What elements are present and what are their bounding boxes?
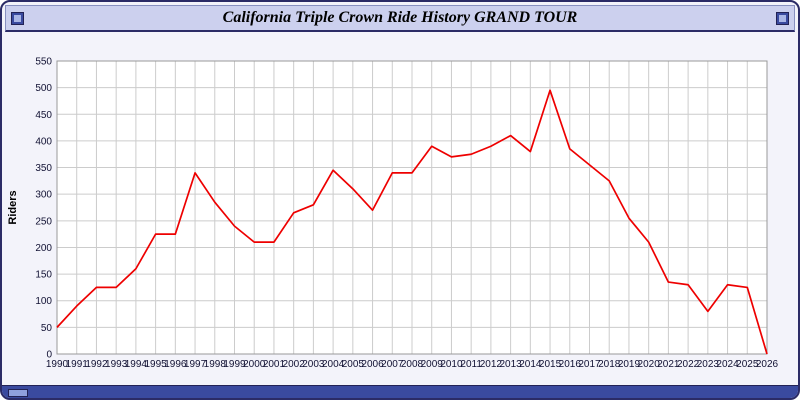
svg-text:2013: 2013: [499, 359, 522, 370]
svg-text:100: 100: [35, 296, 52, 307]
svg-text:2017: 2017: [578, 359, 601, 370]
svg-text:2006: 2006: [361, 359, 384, 370]
svg-text:250: 250: [35, 216, 52, 227]
svg-text:0: 0: [46, 350, 52, 361]
svg-text:2004: 2004: [322, 359, 345, 370]
svg-text:2008: 2008: [401, 359, 424, 370]
svg-text:550: 550: [35, 57, 52, 68]
riders-line-series: [56, 89, 768, 355]
title-bar: California Triple Crown Ride History GRA…: [5, 5, 795, 32]
y-axis-title: Riders: [7, 190, 19, 224]
svg-text:2016: 2016: [559, 359, 582, 370]
svg-text:2024: 2024: [716, 359, 739, 370]
svg-text:2000: 2000: [243, 359, 266, 370]
corner-box-right-icon: [776, 12, 789, 25]
svg-text:2009: 2009: [421, 359, 444, 370]
x-tick-labels: 1990199119921993199419951996199719981999…: [46, 359, 779, 370]
svg-text:350: 350: [35, 163, 52, 174]
svg-text:2001: 2001: [263, 359, 286, 370]
svg-text:2012: 2012: [480, 359, 503, 370]
svg-text:2018: 2018: [598, 359, 621, 370]
svg-text:2019: 2019: [618, 359, 641, 370]
svg-text:1996: 1996: [164, 359, 187, 370]
svg-text:400: 400: [35, 136, 52, 147]
svg-text:1995: 1995: [144, 359, 167, 370]
svg-text:500: 500: [35, 83, 52, 94]
svg-text:1992: 1992: [85, 359, 108, 370]
chart-title: California Triple Crown Ride History GRA…: [222, 9, 578, 26]
line-chart: 0501001502002503003504004505005501990199…: [7, 57, 779, 371]
svg-text:2022: 2022: [677, 359, 700, 370]
svg-text:2015: 2015: [539, 359, 562, 370]
gridlines: [56, 60, 768, 355]
svg-text:1991: 1991: [66, 359, 89, 370]
svg-text:2003: 2003: [302, 359, 325, 370]
corner-box-left-icon: [11, 12, 24, 25]
plot-border: [56, 60, 768, 355]
bottom-bar-chip: [8, 389, 28, 397]
svg-text:2023: 2023: [697, 359, 720, 370]
svg-text:2010: 2010: [440, 359, 463, 370]
svg-text:450: 450: [35, 110, 52, 121]
svg-text:1994: 1994: [125, 359, 148, 370]
svg-text:50: 50: [41, 323, 53, 334]
svg-text:2014: 2014: [519, 359, 542, 370]
svg-text:2021: 2021: [657, 359, 680, 370]
svg-text:2026: 2026: [756, 359, 779, 370]
svg-text:2025: 2025: [736, 359, 759, 370]
bottom-bar: [2, 385, 798, 398]
y-tick-labels: 0 50 100 150 200 250 300 350 400 450 500 550: [35, 57, 52, 361]
svg-text:300: 300: [35, 190, 52, 201]
svg-text:1998: 1998: [204, 359, 227, 370]
svg-text:2007: 2007: [381, 359, 404, 370]
svg-text:2020: 2020: [638, 359, 661, 370]
svg-text:200: 200: [35, 243, 52, 254]
svg-text:1993: 1993: [105, 359, 128, 370]
svg-text:2005: 2005: [342, 359, 365, 370]
svg-text:2002: 2002: [283, 359, 306, 370]
svg-text:1997: 1997: [184, 359, 207, 370]
svg-text:1999: 1999: [223, 359, 246, 370]
svg-text:2011: 2011: [460, 359, 482, 370]
svg-text:1990: 1990: [46, 359, 69, 370]
svg-text:150: 150: [35, 270, 52, 281]
